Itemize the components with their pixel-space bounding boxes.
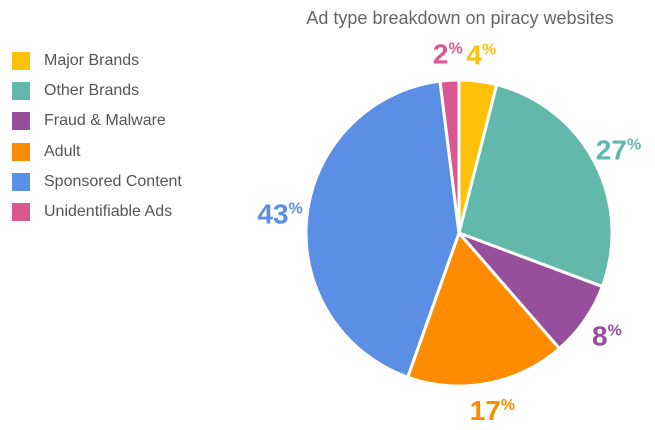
chart-title: Ad type breakdown on piracy websites xyxy=(306,8,614,28)
slice-label-unidentifiable-ads: 2% xyxy=(433,38,463,69)
slice-label-major-brands: 4% xyxy=(466,39,496,70)
slice-label-sponsored-content: 43% xyxy=(257,198,302,229)
pie-slice-other-brands xyxy=(457,83,614,289)
slice-label-other-brands: 27% xyxy=(596,135,641,166)
pie-slice-sponsored-content xyxy=(304,79,461,379)
slice-label-fraud-and-malware: 8% xyxy=(592,321,622,352)
legend-label: Adult xyxy=(44,142,81,160)
legend-item-sponsored-content: Sponsored Content xyxy=(12,167,182,197)
legend-swatch xyxy=(12,112,30,131)
legend-swatch xyxy=(12,142,30,161)
slice-label-value: 4 xyxy=(466,39,482,70)
pie-slice-unidentifiable-ads xyxy=(438,78,461,235)
legend-label: Sponsored Content xyxy=(44,172,182,190)
legend-item-major-brands: Major Brands xyxy=(12,46,182,76)
legend-label: Other Brands xyxy=(44,82,140,100)
slice-label-value: 27 xyxy=(596,135,627,166)
slice-label-adult: 17% xyxy=(470,395,515,426)
slice-label-unit: % xyxy=(448,40,462,57)
legend-label: Fraud & Malware xyxy=(44,112,166,130)
slice-label-unit: % xyxy=(501,397,515,414)
slice-label-unit: % xyxy=(608,323,622,340)
legend-swatch xyxy=(12,172,30,191)
slice-label-unit: % xyxy=(289,200,303,217)
legend-swatch xyxy=(12,52,30,71)
slice-label-value: 2 xyxy=(433,38,449,69)
legend: Major Brands Other Brands Fraud & Malware A… xyxy=(12,46,182,227)
slice-label-unit: % xyxy=(482,41,496,58)
slice-label-value: 43 xyxy=(257,198,288,229)
legend-swatch xyxy=(12,203,30,222)
legend-item-unidentifiable-ads: Unidentifiable Ads xyxy=(12,197,182,227)
legend-item-adult: Adult xyxy=(12,137,182,167)
legend-item-fraud-and-malware: Fraud & Malware xyxy=(12,106,182,136)
slice-label-unit: % xyxy=(627,137,641,154)
legend-item-other-brands: Other Brands xyxy=(12,76,182,106)
legend-swatch xyxy=(12,82,30,101)
slice-label-value: 17 xyxy=(470,395,501,426)
legend-label: Major Brands xyxy=(44,52,140,70)
legend-label: Unidentifiable Ads xyxy=(44,203,173,221)
slice-label-value: 8 xyxy=(592,321,608,352)
